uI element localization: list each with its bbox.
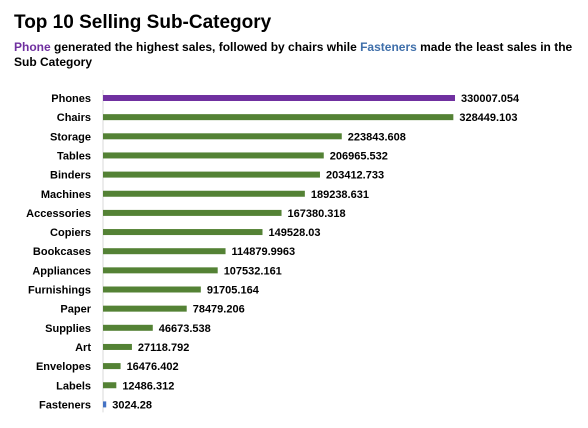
category-label: Furnishings: [28, 285, 91, 297]
category-label: Envelopes: [36, 361, 91, 373]
category-label: Labels: [56, 380, 91, 392]
category-label: Fasteners: [39, 399, 91, 411]
data-label: 27118.792: [138, 342, 189, 354]
bar: [103, 401, 107, 408]
data-label: 149528.03: [268, 227, 320, 239]
bar: [103, 209, 282, 216]
category-label: Appliances: [32, 265, 91, 277]
bar: [103, 343, 132, 350]
data-label: 114879.9963: [232, 246, 296, 258]
subtitle-text-end: made the least sales in the Sub Category: [14, 40, 573, 69]
data-label: 78479.206: [193, 304, 245, 316]
category-label: Chairs: [57, 112, 91, 124]
data-label: 223843.608: [348, 131, 406, 143]
bar: [103, 190, 305, 197]
data-label: 330007.054: [461, 93, 520, 105]
chart-subtitle: Phone generated the highest sales, follo…: [14, 40, 574, 70]
data-label: 107532.161: [224, 265, 282, 277]
bar: [103, 95, 455, 101]
data-label: 12486.312: [122, 380, 174, 392]
data-label: 203412.733: [326, 170, 384, 182]
data-label: 206965.532: [330, 150, 388, 162]
subtitle-highlight-phone: Phone: [14, 40, 51, 54]
category-label: Phones: [51, 93, 91, 105]
bar-series: Phones 330007.054 Chairs 328449.103 Storage 2…: [26, 93, 520, 411]
bar: [103, 114, 454, 121]
bar: [103, 305, 187, 312]
category-label: Supplies: [45, 323, 91, 335]
chart-title: Top 10 Selling Sub-Category: [14, 12, 272, 33]
category-label: Paper: [60, 304, 91, 316]
category-label: Tables: [57, 150, 91, 162]
category-label: Accessories: [26, 208, 91, 220]
data-label: 3024.28: [112, 399, 152, 411]
category-label: Machines: [41, 189, 91, 201]
bar: [103, 229, 263, 236]
bar: [103, 152, 324, 159]
category-label: Art: [75, 342, 91, 354]
bar: [103, 286, 201, 293]
subtitle-text-middle: generated the highest sales, followed by…: [50, 40, 361, 54]
bar: [103, 133, 342, 140]
bar: [103, 382, 117, 389]
bar: [103, 363, 121, 370]
data-label: 46673.538: [159, 323, 211, 335]
subtitle-highlight-fasteners: Fasteners: [360, 40, 417, 54]
data-label: 16476.402: [127, 361, 179, 373]
data-label: 189238.631: [311, 189, 369, 201]
bar: [103, 324, 153, 331]
bar: [103, 171, 320, 178]
bar: [103, 248, 226, 255]
category-label: Copiers: [50, 227, 91, 239]
data-label: 91705.164: [207, 285, 260, 297]
category-label: Storage: [50, 131, 91, 143]
bar: [103, 267, 218, 274]
data-label: 167380.318: [288, 208, 346, 220]
data-label: 328449.103: [459, 112, 517, 124]
category-label: Binders: [50, 170, 91, 182]
category-label: Bookcases: [33, 246, 91, 258]
